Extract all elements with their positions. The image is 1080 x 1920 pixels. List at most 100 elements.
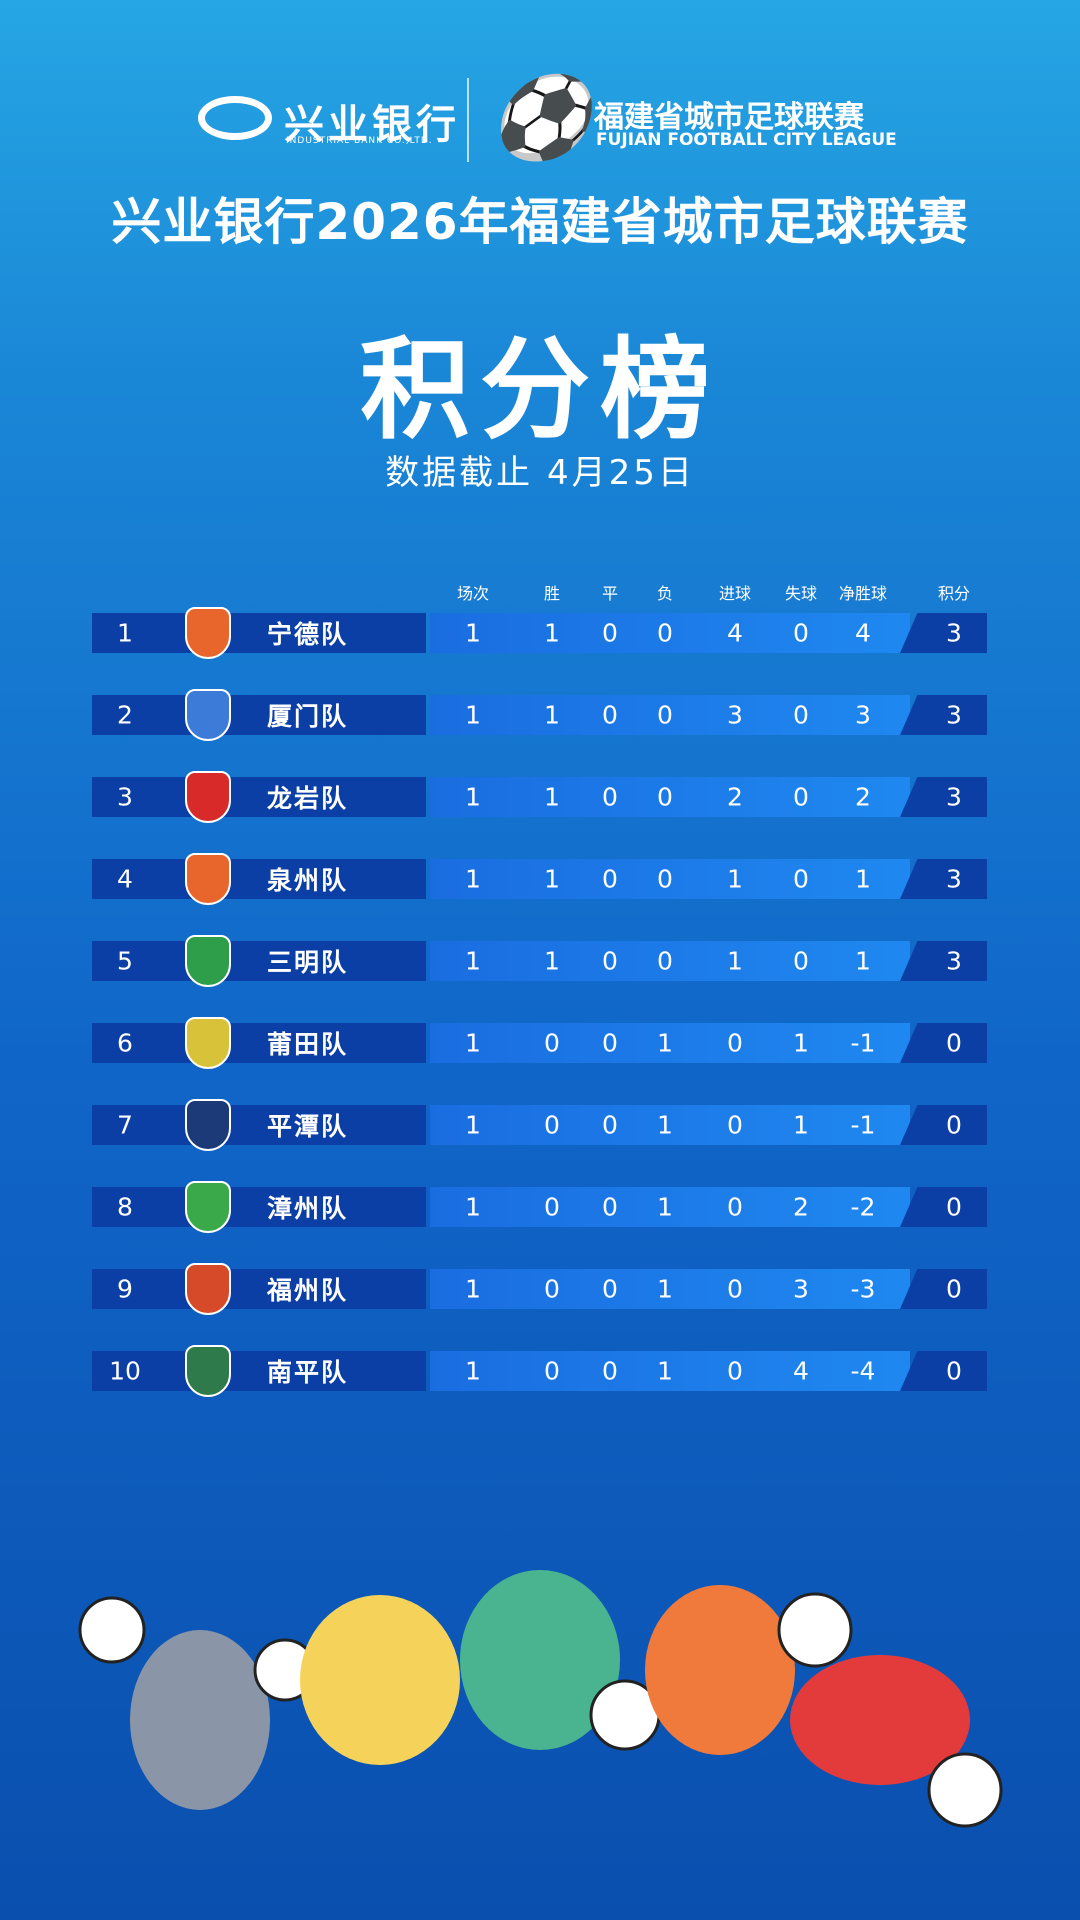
stat: 0 <box>544 1274 560 1304</box>
stat: 0 <box>602 1356 618 1386</box>
row-bar <box>430 777 910 817</box>
team-logo <box>185 607 231 659</box>
team-name: 三明队 <box>267 948 349 977</box>
row-bar <box>430 613 910 653</box>
stat: 0 <box>544 1028 560 1058</box>
stat: 1 <box>657 1110 673 1140</box>
row-bar <box>92 613 426 653</box>
stat: 0 <box>793 864 809 894</box>
row-bar <box>92 1105 426 1145</box>
stat: 1 <box>544 864 560 894</box>
stat: 0 <box>793 618 809 648</box>
row-bar <box>430 1351 910 1391</box>
league-icon: ⚽ <box>490 71 590 164</box>
stat: -4 <box>850 1356 876 1386</box>
stat: 4 <box>727 618 743 648</box>
stat: 3 <box>946 700 962 730</box>
stat: 1 <box>657 1028 673 1058</box>
stat: 0 <box>946 1028 962 1058</box>
team-name: 泉州队 <box>267 866 349 895</box>
stat: 0 <box>602 782 618 812</box>
stat: 1 <box>465 946 481 976</box>
rank: 1 <box>117 618 133 648</box>
stat: 0 <box>657 782 673 812</box>
team-logo <box>185 771 231 823</box>
column-header: 净胜球 <box>838 584 888 603</box>
column-header: 进球 <box>718 584 752 603</box>
rank: 6 <box>117 1028 133 1058</box>
column-header: 失球 <box>784 584 818 603</box>
column-header: 负 <box>656 584 674 603</box>
stat: 3 <box>727 700 743 730</box>
bank-name-en: INDUSTRIAL BANK CO.,LTD. <box>286 136 433 146</box>
team-name: 漳州队 <box>267 1194 349 1223</box>
team-name: 福州队 <box>267 1276 349 1305</box>
team-logo <box>185 1017 231 1069</box>
heading: 积分榜 <box>360 326 720 454</box>
stat: 1 <box>544 700 560 730</box>
row-bar <box>92 1187 426 1227</box>
rank: 5 <box>117 946 133 976</box>
stat: 0 <box>727 1110 743 1140</box>
stat: 0 <box>544 1192 560 1222</box>
stat: 0 <box>793 782 809 812</box>
divider <box>467 78 469 162</box>
stat: 1 <box>657 1192 673 1222</box>
stat: -2 <box>850 1192 876 1222</box>
stat: 3 <box>946 946 962 976</box>
stat: 0 <box>602 618 618 648</box>
row-bar <box>900 695 987 735</box>
row-bar <box>900 941 987 981</box>
stat: 0 <box>657 864 673 894</box>
team-name: 龙岩队 <box>267 784 349 813</box>
column-header: 场次 <box>456 584 490 603</box>
row-bar <box>430 859 910 899</box>
stat: 1 <box>657 1356 673 1386</box>
rank: 7 <box>117 1110 133 1140</box>
stat: 0 <box>602 1028 618 1058</box>
row-bar <box>430 1105 910 1145</box>
stat: 4 <box>793 1356 809 1386</box>
stat: 0 <box>793 946 809 976</box>
stat: 1 <box>544 946 560 976</box>
row-bar <box>430 941 910 981</box>
team-logo <box>185 853 231 905</box>
stat: 0 <box>657 618 673 648</box>
column-header: 平 <box>601 584 619 603</box>
row-bar <box>900 1023 987 1063</box>
row-bar <box>430 1187 910 1227</box>
stat: 1 <box>657 1274 673 1304</box>
stat: 0 <box>657 700 673 730</box>
rank: 10 <box>109 1356 141 1386</box>
stat: -1 <box>850 1110 876 1140</box>
row-bar <box>430 1023 910 1063</box>
stat: 0 <box>544 1356 560 1386</box>
stat: 0 <box>602 1110 618 1140</box>
stat: 1 <box>465 618 481 648</box>
rank: 8 <box>117 1192 133 1222</box>
row-bar <box>92 1023 426 1063</box>
rank: 2 <box>117 700 133 730</box>
stat: 1 <box>465 1274 481 1304</box>
team-logo <box>185 1181 231 1233</box>
bank-name: 兴业银行 <box>284 101 460 148</box>
rank: 3 <box>117 782 133 812</box>
stat: 2 <box>727 782 743 812</box>
stat: 3 <box>946 618 962 648</box>
column-header: 积分 <box>937 584 971 603</box>
stat: 2 <box>793 1192 809 1222</box>
stat: 1 <box>727 946 743 976</box>
team-logo <box>185 935 231 987</box>
stat: 1 <box>793 1028 809 1058</box>
stat: 0 <box>602 1192 618 1222</box>
row-bar <box>92 1269 426 1309</box>
stat: 0 <box>946 1274 962 1304</box>
subtitle: 数据截止 4月25日 <box>385 453 695 493</box>
row-bar <box>92 941 426 981</box>
stat: -3 <box>850 1274 876 1304</box>
stat: 1 <box>544 618 560 648</box>
stat: 1 <box>855 864 871 894</box>
row-bar <box>900 1105 987 1145</box>
team-name: 平潭队 <box>267 1112 349 1141</box>
